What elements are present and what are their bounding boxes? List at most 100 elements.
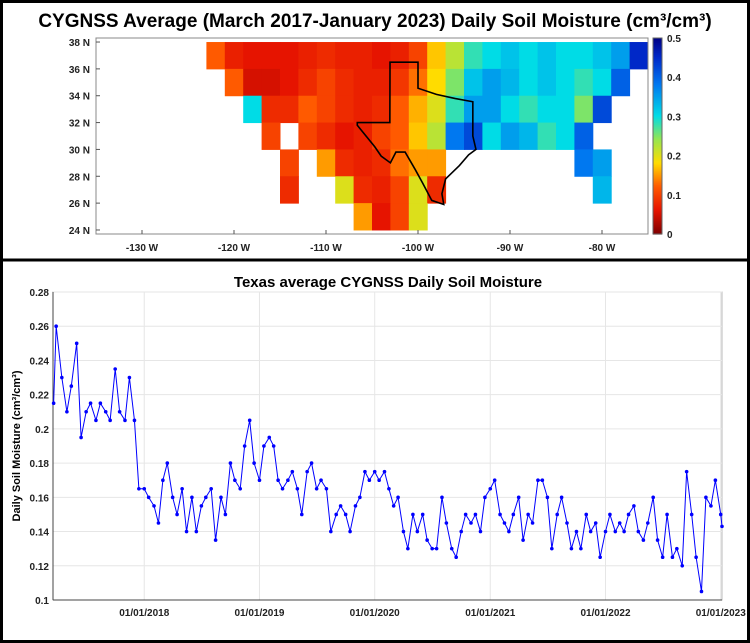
data-point [127, 375, 132, 380]
colorbar-segment [653, 82, 662, 85]
colorbar-segment [653, 68, 662, 71]
map-cell [427, 95, 447, 124]
map-cell [629, 42, 649, 70]
y-tick-label: 0.28 [30, 288, 50, 299]
data-point [247, 418, 252, 423]
data-point [430, 546, 434, 551]
colorbar-segment [653, 192, 662, 195]
data-point [223, 512, 228, 517]
data-point [718, 512, 723, 517]
data-point [689, 512, 694, 517]
data-point [170, 495, 175, 500]
texas-outline [356, 61, 477, 206]
colorbar-segment [653, 102, 662, 105]
data-point [348, 529, 352, 534]
colorbar: 0 0.1 0.2 0.3 0.4 0.5 [652, 34, 681, 241]
data-point [280, 486, 285, 491]
map-cell [372, 68, 391, 97]
map-cell [298, 42, 318, 70]
map-y-tick-label: 26 N [69, 199, 90, 210]
data-point [574, 529, 579, 534]
map-cell [556, 42, 575, 70]
data-point [488, 486, 493, 491]
colorbar-segment [653, 156, 662, 159]
colorbar-segment [653, 122, 662, 125]
data-point [434, 546, 439, 551]
map-cell [574, 149, 594, 177]
colorbar-segment [653, 64, 662, 67]
data-point [473, 512, 478, 517]
map-cell [335, 68, 355, 97]
map-cell [372, 149, 391, 177]
colorbar-segment [653, 132, 662, 135]
data-point [720, 524, 724, 529]
data-point [401, 529, 406, 534]
colorbar-segment [653, 164, 662, 167]
data-point [651, 495, 655, 500]
data-point [338, 504, 343, 508]
map-y-tick-label: 24 N [69, 226, 90, 237]
colorbar-segment [653, 120, 662, 123]
map-cell [408, 95, 428, 124]
map-cell [427, 68, 447, 97]
colorbar-segment [653, 94, 662, 97]
map-x-tick-label: -110 W [310, 243, 342, 254]
data-point [238, 486, 243, 491]
map-cell [592, 42, 612, 70]
data-point [228, 461, 233, 465]
colorbar-segment [653, 44, 662, 47]
map-cell [298, 68, 318, 97]
colorbar-segment [653, 40, 662, 43]
data-point [579, 546, 583, 551]
map-y-tick-label: 30 N [69, 145, 90, 156]
map-cell [500, 68, 520, 97]
data-point [440, 495, 444, 500]
data-point [420, 512, 425, 517]
colorbar-segment [653, 146, 662, 149]
data-point [704, 495, 708, 500]
colorbar-segment [653, 116, 662, 119]
map-cell [537, 122, 557, 150]
colorbar-segment [653, 168, 662, 171]
data-point [271, 444, 276, 448]
map-x-tick-label: -100 W [402, 243, 435, 254]
colorbar-segment [653, 178, 662, 181]
data-point [299, 512, 304, 517]
colorbar-tick-label: 0.1 [667, 191, 681, 202]
map-cell [353, 149, 373, 177]
data-point [536, 478, 540, 483]
map-cell [519, 122, 539, 150]
map-cell [427, 122, 447, 150]
data-point [670, 555, 675, 560]
colorbar-segment [653, 138, 662, 141]
map-cell [482, 122, 502, 150]
data-point [387, 486, 391, 491]
map-cell [280, 68, 299, 97]
colorbar-segment [653, 126, 662, 129]
data-point [132, 418, 137, 423]
colorbar-segment [653, 216, 662, 219]
colorbar-segment [653, 158, 662, 161]
data-point [94, 418, 98, 423]
data-point [550, 546, 554, 551]
colorbar-segment [653, 42, 662, 45]
data-point [459, 529, 464, 534]
data-point [290, 469, 295, 474]
colorbar-segment [653, 96, 662, 99]
y-tick-label: 0.16 [30, 493, 50, 504]
data-point [377, 478, 381, 483]
data-point [555, 512, 559, 517]
colorbar-segment [653, 140, 662, 143]
data-point [209, 486, 213, 491]
colorbar-segment [653, 152, 662, 155]
colorbar-segment [653, 108, 662, 111]
colorbar-segment [653, 112, 662, 115]
data-point [123, 418, 127, 423]
colorbar-segment [653, 76, 662, 79]
colorbar-tick-label: 0.5 [667, 34, 681, 45]
map-cell [261, 95, 281, 124]
map-cell [574, 42, 594, 70]
colorbar-segment [653, 98, 662, 101]
y-tick-label: 0.2 [35, 425, 49, 436]
timeseries-title: Texas average CYGNSS Daily Soil Moisture [234, 274, 542, 291]
